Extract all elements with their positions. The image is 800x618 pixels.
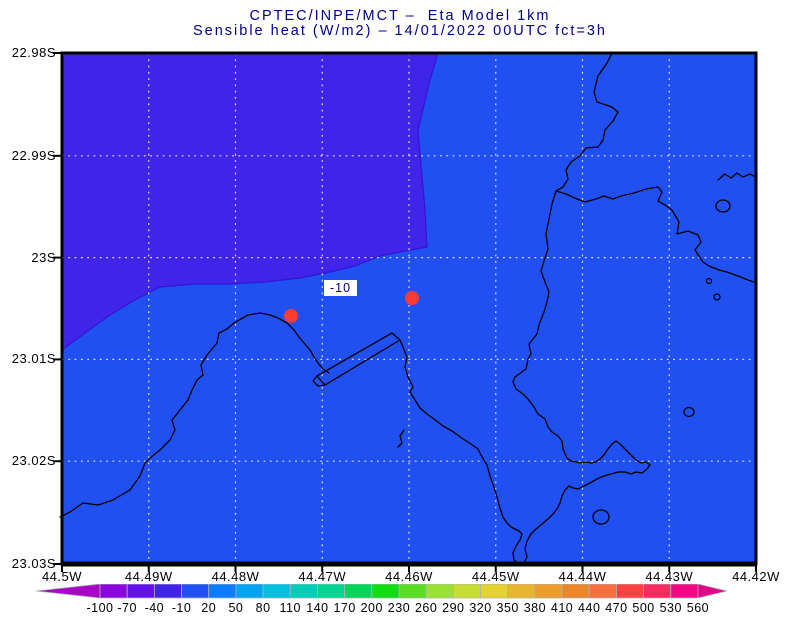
island-outline bbox=[705, 277, 713, 285]
colorbar-tick-label: -70 bbox=[117, 601, 137, 615]
lon-tick-label: 44.43W bbox=[645, 569, 694, 584]
colorbar-tick-label: -100 bbox=[86, 601, 113, 615]
colorbar-tick-label: 440 bbox=[578, 601, 600, 615]
colorbar-tick-label: 380 bbox=[524, 601, 546, 615]
colorbar-segment bbox=[126, 584, 155, 599]
lon-tick-label: 44.47W bbox=[298, 569, 347, 584]
lon-tick-label: 44.48W bbox=[211, 569, 260, 584]
colorbar-segment bbox=[317, 584, 346, 599]
colorbar-segment bbox=[153, 584, 182, 599]
lat-tick-label: 23.03S bbox=[11, 556, 56, 571]
colorbar-tick-label: 200 bbox=[361, 601, 383, 615]
colorbar-tick-label: 50 bbox=[228, 601, 243, 615]
colorbar-segment bbox=[588, 584, 617, 599]
island-outline bbox=[715, 199, 731, 213]
colorbar-tick-label: 320 bbox=[469, 601, 491, 615]
colorbar-tick-label: 470 bbox=[605, 601, 627, 615]
colorbar-segment bbox=[480, 584, 509, 599]
colorbar-segment bbox=[452, 584, 481, 599]
coastlines bbox=[59, 52, 758, 565]
map-title-line1: CPTEC/INPE/MCT – Eta Model 1km bbox=[249, 8, 551, 24]
lat-tick-label: 23.01S bbox=[11, 351, 56, 367]
colorbar-segment bbox=[670, 584, 699, 599]
colorbar-segment bbox=[561, 584, 590, 599]
colorbar-segment bbox=[235, 584, 264, 599]
lon-tick-label: 44.42W bbox=[732, 569, 780, 584]
colorbar-tick-label: -10 bbox=[172, 601, 192, 615]
colorbar-segment bbox=[616, 584, 644, 599]
lon-tick-label: 44.45W bbox=[471, 569, 520, 584]
colorbar-tick-label: 410 bbox=[551, 601, 573, 615]
colorbar-segment bbox=[181, 584, 210, 599]
graticule bbox=[62, 53, 756, 564]
colorbar-tick-label: 110 bbox=[280, 601, 301, 615]
colorbar-tick-label: 500 bbox=[632, 601, 654, 615]
colorbar-segment bbox=[289, 584, 318, 599]
colorbar-tick-label: 530 bbox=[660, 601, 682, 615]
colorbar-right-arrow bbox=[697, 584, 728, 599]
station-marker bbox=[405, 291, 419, 305]
colorbar-tick-label: 170 bbox=[333, 601, 355, 615]
island-outline bbox=[683, 406, 695, 418]
station-marker bbox=[284, 309, 298, 323]
lon-tick-label: 44.46W bbox=[385, 569, 433, 584]
lat-tick-label: 22.99S bbox=[11, 147, 56, 163]
contour-line-minus10 bbox=[61, 52, 439, 351]
colorbar-tick-label: 230 bbox=[388, 601, 410, 615]
colorbar-tick-label: 290 bbox=[442, 601, 464, 615]
contour-label: -10 bbox=[324, 280, 357, 296]
lat-tick-label: 23.02S bbox=[11, 453, 56, 469]
colorbar-segment bbox=[507, 584, 536, 599]
colorbar-left-arrow bbox=[35, 584, 101, 599]
colorbar-tick-label: -40 bbox=[145, 601, 165, 615]
colorbar-segment bbox=[534, 584, 563, 599]
colorbar-tick-label: 20 bbox=[201, 601, 216, 615]
colorbar-segment bbox=[371, 584, 400, 599]
island-outline bbox=[592, 509, 610, 525]
lon-tick-label: 44.44W bbox=[558, 569, 607, 584]
lon-tick-label: 44.5W bbox=[41, 569, 83, 584]
colorbar-segment bbox=[208, 584, 237, 599]
colorbar-segment bbox=[425, 584, 454, 599]
colorbar-segment bbox=[398, 584, 427, 599]
colorbar: -100 -70 -40 -10 20 50 80 110 140 170 200 230 260 290… bbox=[35, 584, 728, 615]
lat-tick-label: 22.98S bbox=[11, 45, 56, 60]
field-fill-minus40-minus10 bbox=[62, 53, 438, 350]
axis-ticks bbox=[53, 52, 757, 572]
map-title-line2: Sensible heat (W/m2) – 14/01/2022 00UTC … bbox=[193, 23, 607, 39]
colorbar-segment bbox=[643, 584, 672, 599]
colorbar-segment bbox=[344, 584, 373, 599]
colorbar-segment bbox=[262, 584, 291, 599]
colorbar-tick-label: 560 bbox=[687, 601, 709, 615]
island-outline bbox=[713, 293, 721, 301]
lon-tick-label: 44.49W bbox=[124, 569, 173, 584]
plot-area bbox=[53, 51, 758, 572]
colorbar-segment bbox=[99, 584, 128, 599]
colorbar-tick-label: 140 bbox=[306, 601, 328, 615]
lat-tick-label: 23S bbox=[31, 249, 56, 265]
colorbar-tick-label: 80 bbox=[256, 601, 271, 615]
colorbar-tick-label: 350 bbox=[497, 601, 519, 615]
colorbar-tick-label: 260 bbox=[415, 601, 437, 615]
